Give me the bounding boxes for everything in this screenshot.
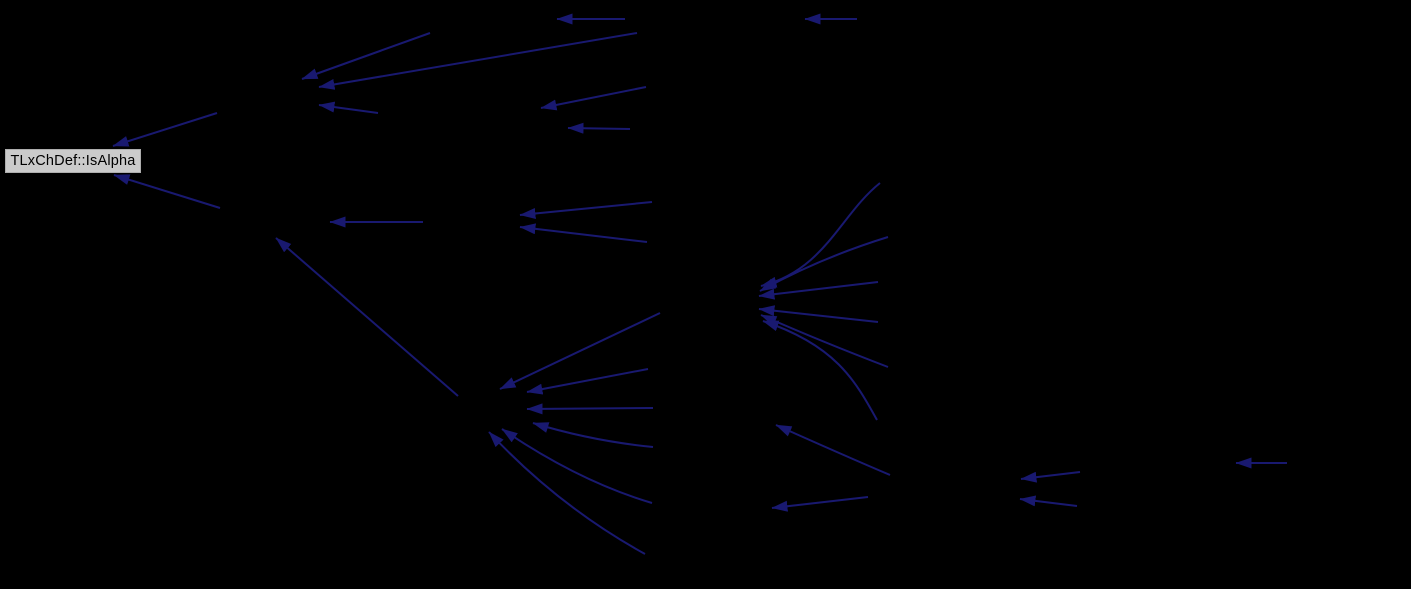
graph-edge xyxy=(526,403,654,415)
graph-edge xyxy=(567,122,631,134)
graph-edge xyxy=(758,305,879,323)
graph-edge xyxy=(1020,471,1081,483)
node-tlxchdef-isalpha[interactable]: TLxChDef::IsAlpha xyxy=(5,149,141,173)
graph-edge xyxy=(759,236,889,292)
graph-edge xyxy=(318,32,638,90)
graph-edge xyxy=(526,368,649,395)
graph-edge xyxy=(758,281,879,300)
graph-edge xyxy=(760,314,889,368)
graph-edge xyxy=(519,223,648,243)
graph-edge xyxy=(113,174,221,209)
graph-edge xyxy=(488,431,646,555)
graph-edge xyxy=(540,86,647,111)
graph-edge xyxy=(762,320,878,421)
graph-edge xyxy=(501,428,653,504)
graph-edge xyxy=(775,424,891,476)
node-label: TLxChDef::IsAlpha xyxy=(10,153,136,169)
graph-edge xyxy=(275,237,459,397)
graph-edge xyxy=(760,182,881,288)
graph-edge xyxy=(318,101,379,114)
graph-edge xyxy=(532,422,654,448)
graph-edge xyxy=(771,496,869,512)
graph-edge xyxy=(1019,495,1078,507)
graph-edge xyxy=(499,312,661,390)
graph-edge xyxy=(301,32,431,80)
graph-edge xyxy=(112,112,218,147)
graph-edge xyxy=(519,201,653,219)
